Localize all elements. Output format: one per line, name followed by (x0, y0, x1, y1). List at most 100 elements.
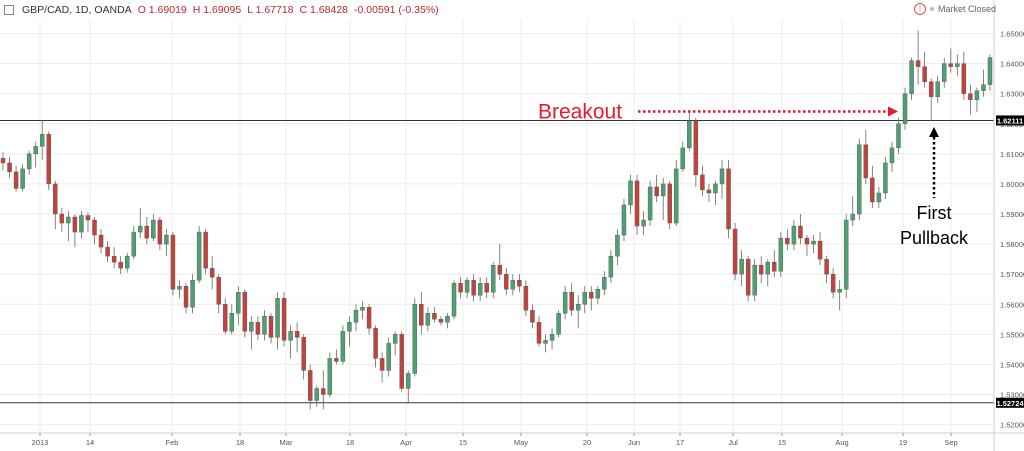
candle (33, 141, 38, 168)
candle-body (791, 225, 797, 245)
candle-body (281, 298, 287, 341)
y-tick-label: 1.64000 (1000, 60, 1024, 69)
candle-body (72, 216, 78, 233)
candle-body (935, 81, 940, 97)
candle (909, 57, 914, 100)
candle-body (203, 231, 208, 269)
candle-body (399, 334, 404, 389)
candle (59, 208, 65, 233)
candle-body (386, 343, 391, 371)
candle-body (719, 168, 725, 185)
candle (680, 141, 686, 172)
candle (477, 277, 483, 302)
candle (543, 334, 548, 353)
level-price-tag (996, 397, 1024, 408)
candle-body (562, 292, 568, 314)
candle (569, 283, 574, 317)
candle (674, 159, 679, 227)
candle (301, 334, 306, 380)
candle (758, 256, 764, 284)
candle-body (713, 183, 718, 194)
symbol-label[interactable]: GBP/CAD, 1D, OANDA (22, 4, 132, 16)
candle-body (745, 258, 751, 296)
candle (883, 156, 888, 199)
candle-body (105, 246, 110, 257)
candle (974, 87, 980, 112)
candle-body (660, 183, 666, 197)
candle (307, 364, 313, 410)
candle (608, 250, 614, 284)
candle-body (392, 334, 398, 344)
candle (20, 164, 25, 192)
candle (138, 208, 143, 239)
x-tick-label: 18 (346, 438, 354, 447)
candle (870, 165, 875, 209)
candle (837, 280, 842, 311)
market-status[interactable]: ! Market Closed (913, 3, 996, 15)
y-tick-label: 1.65000 (1000, 30, 1024, 39)
x-tick-label: Apr (400, 438, 412, 447)
candle (857, 138, 862, 221)
candle-body (693, 120, 699, 176)
x-tick-label: 2013 (32, 438, 49, 447)
candle-body (20, 168, 25, 189)
candle (236, 286, 241, 326)
candle-body (928, 81, 934, 97)
candle (438, 316, 444, 326)
candle (373, 325, 378, 368)
first-pullback-label-line1: First (917, 203, 952, 223)
x-tick-label: 15 (778, 438, 786, 447)
candle-body (536, 322, 542, 344)
price-axis[interactable]: 1.650001.640001.630001.620001.610001.600… (993, 0, 1024, 451)
candle (922, 51, 927, 88)
time-axis[interactable]: 2013 14 Feb 18 Mar 18 Apr 15 May 20 Jun 17 Jul 15 Aug 1… (0, 432, 1024, 447)
candle-body (79, 215, 84, 233)
candle (935, 75, 940, 103)
candle-body (477, 283, 483, 296)
candle-body (249, 322, 254, 332)
market-status-label: Market Closed (937, 4, 996, 14)
candle (262, 310, 267, 341)
candle (281, 292, 287, 347)
candle (151, 214, 156, 242)
candle-body (157, 219, 163, 245)
candle (118, 256, 123, 275)
candle (582, 286, 587, 314)
x-tick-label: 14 (86, 438, 94, 447)
candle-body (824, 258, 829, 275)
candle-body (687, 120, 692, 149)
candle (536, 316, 542, 347)
candle (902, 87, 908, 130)
candle-body (307, 370, 313, 401)
high-value: H 1.69095 (192, 4, 242, 16)
candle (353, 304, 359, 332)
candle (249, 316, 254, 350)
candle-body (569, 292, 574, 311)
candle-body (726, 168, 731, 230)
candle (700, 165, 705, 196)
candle (85, 212, 91, 233)
candle-body (39, 134, 45, 147)
x-tick-label: 17 (676, 438, 684, 447)
candle (896, 117, 901, 154)
candle-body (778, 237, 784, 272)
candle-body (765, 261, 770, 275)
candle (510, 274, 516, 296)
candle (621, 198, 627, 242)
candle (589, 286, 594, 311)
candle-body (491, 264, 496, 293)
candle-body (53, 183, 58, 215)
candle-body (772, 261, 777, 272)
candle (602, 271, 607, 296)
candle-body (177, 286, 182, 290)
candle-body (942, 63, 947, 82)
candle-body (164, 234, 169, 245)
candle-body (7, 162, 12, 173)
y-tick-label: 1.58000 (1000, 240, 1024, 249)
candle-body (334, 358, 339, 362)
candle-body (732, 228, 738, 275)
annotations: Breakout First Pullback (538, 100, 969, 248)
candle (739, 250, 744, 287)
collapse-icon[interactable] (4, 5, 14, 15)
